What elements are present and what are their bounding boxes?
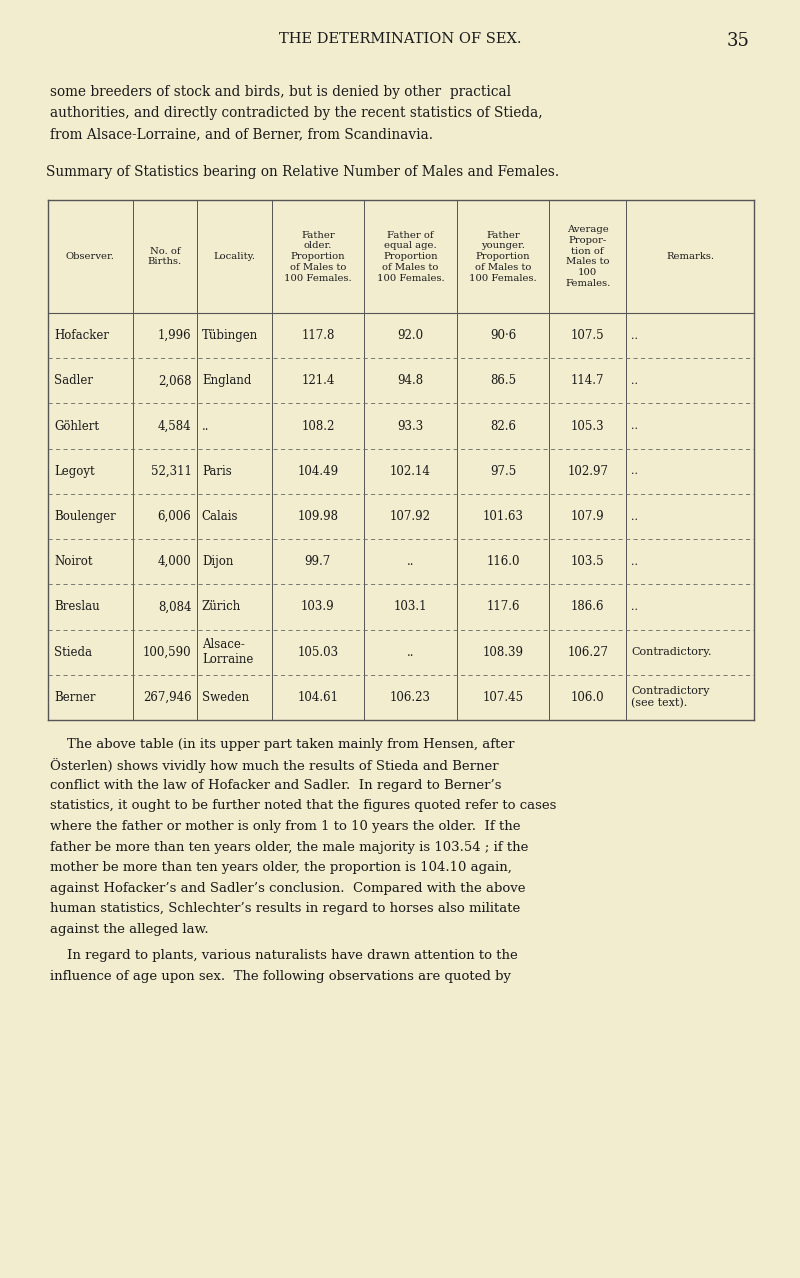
Text: 86.5: 86.5 xyxy=(490,374,516,387)
Text: 90·6: 90·6 xyxy=(490,330,516,343)
Text: Remarks.: Remarks. xyxy=(666,252,714,261)
Text: 106.0: 106.0 xyxy=(571,691,605,704)
Text: In regard to plants, various naturalists have drawn attention to the: In regard to plants, various naturalists… xyxy=(50,950,518,962)
Text: authorities, and directly contradicted by the recent statistics of Stieda,: authorities, and directly contradicted b… xyxy=(50,106,542,120)
Text: Stieda: Stieda xyxy=(54,645,93,658)
Text: father be more than ten years older, the male majority is 103.54 ; if the: father be more than ten years older, the… xyxy=(50,841,528,854)
Text: ..: .. xyxy=(631,466,638,477)
Text: 92.0: 92.0 xyxy=(398,330,423,343)
Text: Paris: Paris xyxy=(202,465,231,478)
Text: Zürich: Zürich xyxy=(202,601,241,613)
Text: 2,068: 2,068 xyxy=(158,374,191,387)
Text: Boulenger: Boulenger xyxy=(54,510,116,523)
Text: ..: .. xyxy=(631,511,638,521)
Text: where the father or mother is only from 1 to 10 years the older.  If the: where the father or mother is only from … xyxy=(50,820,521,833)
Text: 103.9: 103.9 xyxy=(301,601,334,613)
Text: 267,946: 267,946 xyxy=(143,691,191,704)
Text: ..: .. xyxy=(406,645,414,658)
Text: Tübingen: Tübingen xyxy=(202,330,258,343)
Text: 6,006: 6,006 xyxy=(158,510,191,523)
Text: Calais: Calais xyxy=(202,510,238,523)
Text: 116.0: 116.0 xyxy=(486,555,520,569)
Text: England: England xyxy=(202,374,251,387)
Text: ..: .. xyxy=(406,555,414,569)
Text: 108.39: 108.39 xyxy=(482,645,523,658)
Text: 4,584: 4,584 xyxy=(158,419,191,432)
Text: 117.8: 117.8 xyxy=(301,330,334,343)
Text: 121.4: 121.4 xyxy=(301,374,334,387)
Text: 107.92: 107.92 xyxy=(390,510,431,523)
Text: 114.7: 114.7 xyxy=(571,374,605,387)
Text: 107.5: 107.5 xyxy=(571,330,605,343)
Text: 104.61: 104.61 xyxy=(298,691,338,704)
Text: 35: 35 xyxy=(727,32,750,50)
Text: ..: .. xyxy=(631,331,638,341)
Text: 82.6: 82.6 xyxy=(490,419,516,432)
Text: against the alleged law.: against the alleged law. xyxy=(50,923,209,935)
Text: Hofacker: Hofacker xyxy=(54,330,110,343)
Text: The above table (in its upper part taken mainly from Hensen, after: The above table (in its upper part taken… xyxy=(50,737,514,751)
Text: Locality.: Locality. xyxy=(214,252,255,261)
Text: ..: .. xyxy=(631,557,638,566)
Text: 102.97: 102.97 xyxy=(567,465,608,478)
Text: 1,996: 1,996 xyxy=(158,330,191,343)
Text: THE DETERMINATION OF SEX.: THE DETERMINATION OF SEX. xyxy=(278,32,522,46)
Text: Sweden: Sweden xyxy=(202,691,249,704)
Text: against Hofacker’s and Sadler’s conclusion.  Compared with the above: against Hofacker’s and Sadler’s conclusi… xyxy=(50,882,526,895)
Text: Observer.: Observer. xyxy=(66,252,114,261)
Text: Average
Propor-
tion of
Males to
100
Females.: Average Propor- tion of Males to 100 Fem… xyxy=(565,225,610,288)
Text: 8,084: 8,084 xyxy=(158,601,191,613)
Text: 106.27: 106.27 xyxy=(567,645,608,658)
Text: 4,000: 4,000 xyxy=(158,555,191,569)
Text: Alsace-
Lorraine: Alsace- Lorraine xyxy=(202,638,254,666)
Text: Berner: Berner xyxy=(54,691,96,704)
Text: 97.5: 97.5 xyxy=(490,465,516,478)
Text: ..: .. xyxy=(631,602,638,612)
Text: some breeders of stock and birds, but is denied by other  practical: some breeders of stock and birds, but is… xyxy=(50,86,511,98)
Text: 102.14: 102.14 xyxy=(390,465,431,478)
Text: 107.9: 107.9 xyxy=(571,510,605,523)
Text: Contradictory
(see text).: Contradictory (see text). xyxy=(631,686,710,708)
Text: Breslau: Breslau xyxy=(54,601,100,613)
Text: ..: .. xyxy=(202,419,210,432)
Text: 100,590: 100,590 xyxy=(143,645,191,658)
Text: 106.23: 106.23 xyxy=(390,691,431,704)
Text: Legoyt: Legoyt xyxy=(54,465,95,478)
Text: 94.8: 94.8 xyxy=(398,374,423,387)
Text: influence of age upon sex.  The following observations are quoted by: influence of age upon sex. The following… xyxy=(50,970,511,983)
Text: Dijon: Dijon xyxy=(202,555,234,569)
Text: Sadler: Sadler xyxy=(54,374,94,387)
Text: 117.6: 117.6 xyxy=(486,601,520,613)
Text: 93.3: 93.3 xyxy=(398,419,423,432)
Text: statistics, it ought to be further noted that the figures quoted refer to cases: statistics, it ought to be further noted… xyxy=(50,800,556,813)
Text: Father
younger.
Proportion
of Males to
100 Females.: Father younger. Proportion of Males to 1… xyxy=(469,230,537,282)
Text: ..: .. xyxy=(631,376,638,386)
Text: Father
older.
Proportion
of Males to
100 Females.: Father older. Proportion of Males to 100… xyxy=(284,230,352,282)
Text: 101.63: 101.63 xyxy=(482,510,523,523)
Text: Göhlert: Göhlert xyxy=(54,419,99,432)
Text: conflict with the law of Hofacker and Sadler.  In regard to Berner’s: conflict with the law of Hofacker and Sa… xyxy=(50,780,502,792)
Text: 186.6: 186.6 xyxy=(571,601,605,613)
Text: 52,311: 52,311 xyxy=(150,465,191,478)
Text: 108.2: 108.2 xyxy=(301,419,334,432)
Text: 99.7: 99.7 xyxy=(305,555,331,569)
Text: Summary of Statistics bearing on Relative Number of Males and Females.: Summary of Statistics bearing on Relativ… xyxy=(46,165,559,179)
Text: 105.03: 105.03 xyxy=(298,645,338,658)
Text: Österlen) shows vividly how much the results of Stieda and Berner: Österlen) shows vividly how much the res… xyxy=(50,759,498,773)
Text: Contradictory.: Contradictory. xyxy=(631,647,711,657)
Text: from Alsace-Lorraine, and of Berner, from Scandinavia.: from Alsace-Lorraine, and of Berner, fro… xyxy=(50,127,433,141)
Text: Father of
equal age.
Proportion
of Males to
100 Females.: Father of equal age. Proportion of Males… xyxy=(377,230,444,282)
Text: 107.45: 107.45 xyxy=(482,691,523,704)
Text: 104.49: 104.49 xyxy=(298,465,338,478)
Text: mother be more than ten years older, the proportion is 104.10 again,: mother be more than ten years older, the… xyxy=(50,861,512,874)
Text: 105.3: 105.3 xyxy=(571,419,605,432)
Text: human statistics, Schlechter’s results in regard to horses also militate: human statistics, Schlechter’s results i… xyxy=(50,902,520,915)
Text: 109.98: 109.98 xyxy=(298,510,338,523)
Text: ..: .. xyxy=(631,420,638,431)
Text: 103.5: 103.5 xyxy=(571,555,605,569)
Text: No. of
Births.: No. of Births. xyxy=(148,247,182,266)
Text: 103.1: 103.1 xyxy=(394,601,427,613)
Text: Noirot: Noirot xyxy=(54,555,93,569)
